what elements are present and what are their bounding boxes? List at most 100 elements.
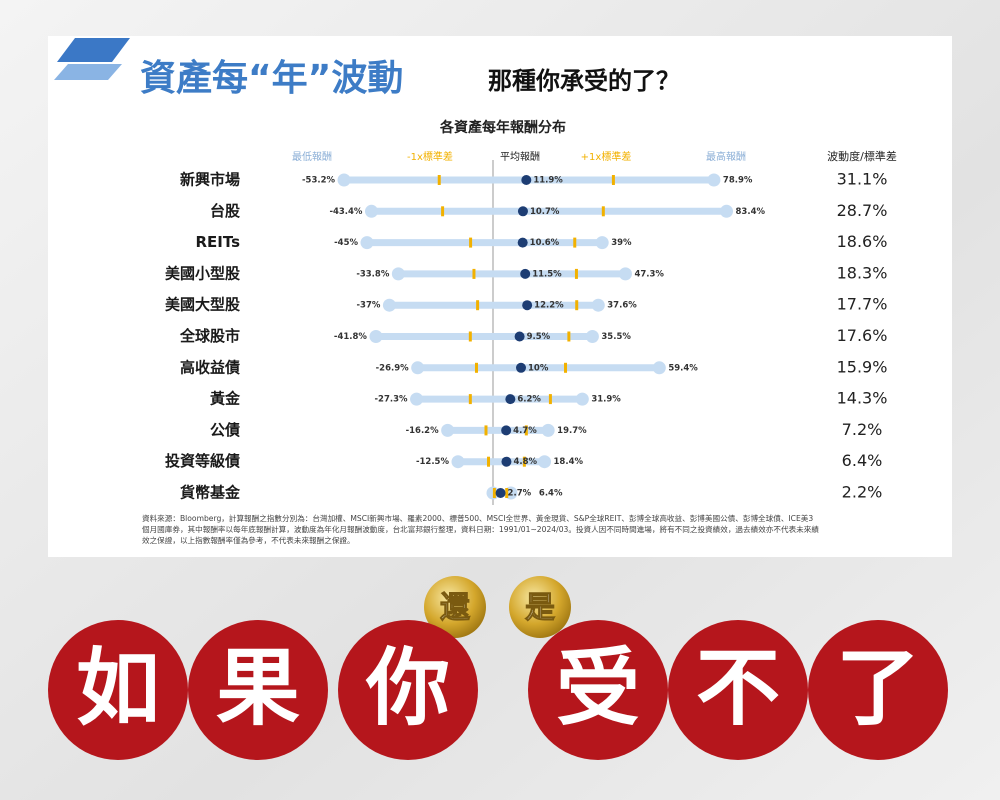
mean-dot <box>501 425 512 436</box>
legend-label: +1x標準差 <box>581 150 632 163</box>
value-label: 18.4% <box>554 457 584 467</box>
category-label: 公債 <box>210 421 240 439</box>
min-dot <box>337 173 351 187</box>
banner-text: 受 <box>556 639 640 737</box>
value-label: 59.4% <box>668 363 698 373</box>
value-label: -12.5% <box>416 457 449 467</box>
std-value: 7.2% <box>842 420 883 439</box>
banner-circle <box>808 620 948 760</box>
value-label: 11.9% <box>533 176 563 186</box>
max-dot <box>595 236 609 250</box>
minus-std-mark <box>487 456 491 467</box>
std-value: 28.7% <box>837 201 888 220</box>
value-label: 10.7% <box>530 207 560 217</box>
std-value: 31.1% <box>837 170 888 189</box>
value-label: -45% <box>334 238 358 248</box>
value-label: 78.9% <box>723 176 753 186</box>
plus-std-mark <box>522 456 526 467</box>
category-label: 美國大型股 <box>165 296 241 314</box>
banner-circle <box>668 620 808 760</box>
value-label: -43.4% <box>329 207 362 217</box>
decor <box>54 64 122 80</box>
value-label: -33.8% <box>356 269 389 279</box>
plus-std-mark <box>564 362 568 373</box>
legend-label: 平均報酬 <box>500 151 540 163</box>
plus-std-mark <box>505 488 509 498</box>
mean-dot <box>522 300 533 311</box>
value-label: 35.5% <box>601 332 631 342</box>
value-label: 9.5% <box>527 332 551 342</box>
banner-circle <box>338 620 478 760</box>
value-label: 6.4% <box>539 489 563 499</box>
category-label: REITs <box>195 233 240 251</box>
source-note: 資料來源：Bloomberg，計算報酬之指數分別為：台灣加權、MSCI新興市場、… <box>142 513 813 523</box>
value-label: 6.2% <box>517 395 541 405</box>
minus-std-mark <box>468 331 472 342</box>
mean-dot <box>517 237 528 248</box>
badge-text: 是 <box>525 591 555 626</box>
value-label: -27.3% <box>375 395 408 405</box>
mean-dot <box>520 268 531 279</box>
minus-std-mark <box>472 268 476 279</box>
banner-text: 了 <box>836 639 920 737</box>
category-label: 台股 <box>210 202 241 220</box>
category-label: 投資等級債 <box>165 452 240 470</box>
plus-std-mark <box>548 394 552 405</box>
minus-std-mark <box>484 425 488 436</box>
card <box>48 36 952 557</box>
std-value: 6.4% <box>842 451 883 470</box>
min-dot <box>360 236 374 250</box>
max-dot <box>585 330 599 343</box>
category-label: 黃金 <box>210 390 241 408</box>
minus-std-mark <box>437 175 441 185</box>
std-value: 18.6% <box>837 232 888 251</box>
banner-text: 如 <box>76 639 160 737</box>
mean-dot <box>495 488 506 498</box>
category-label: 新興市場 <box>180 171 240 189</box>
plus-std-mark <box>574 268 578 279</box>
mean-dot <box>505 394 516 405</box>
min-dot <box>410 392 424 406</box>
value-label: 83.4% <box>736 207 766 217</box>
value-label: -16.2% <box>406 426 439 436</box>
category-label: 美國小型股 <box>165 264 241 282</box>
value-label: 39% <box>611 238 632 248</box>
max-dot <box>618 267 632 281</box>
plus-std-mark <box>567 331 571 342</box>
min-dot <box>382 298 396 312</box>
plus-std-mark <box>524 425 528 436</box>
legend-label: 最高報酬 <box>706 150 746 163</box>
banner-circle <box>188 620 328 760</box>
value-label: 11.5% <box>532 269 562 279</box>
subheadline: 那種你承受的了？ <box>488 67 680 95</box>
min-dot <box>369 330 383 343</box>
value-label: 2.7% <box>508 489 532 499</box>
min-dot <box>364 204 378 218</box>
banner-text: 你 <box>365 639 450 737</box>
max-dot <box>591 298 605 312</box>
badge-text: 還 <box>440 591 471 626</box>
value-label: 37.6% <box>607 301 637 311</box>
source-note: 個月國庫券，其中報酬率以每年底報酬計算，波動度為年化月報酬波動度，台北富邦銀行整… <box>142 524 819 534</box>
max-dot <box>538 455 552 469</box>
headline: 資產每“年”波動 <box>140 58 403 99</box>
max-dot <box>575 392 589 406</box>
std-value: 17.7% <box>837 295 888 314</box>
banner-circle <box>48 620 188 760</box>
value-label: -53.2% <box>302 176 335 186</box>
banner-text: 果 <box>216 639 300 737</box>
minus-std-mark <box>476 300 480 311</box>
min-dot <box>411 361 425 375</box>
banner-text: 不 <box>696 639 780 737</box>
source-note: 效之保證，以上指數報酬率僅為參考，不代表未來報酬之保證。 <box>142 535 355 545</box>
value-label: -26.9% <box>376 363 409 373</box>
max-dot <box>652 361 666 375</box>
min-dot <box>451 455 465 469</box>
legend-label: 最低報酬 <box>292 150 332 163</box>
category-label: 高收益債 <box>180 358 240 376</box>
value-label: -37% <box>357 301 381 311</box>
std-value: 17.6% <box>837 326 888 345</box>
value-label: 10.6% <box>530 238 560 248</box>
